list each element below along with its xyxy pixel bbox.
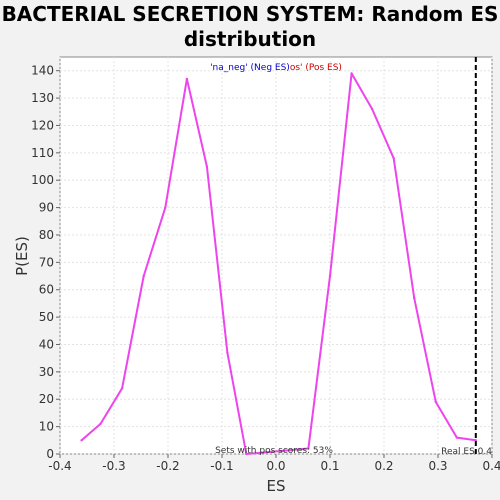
grid [59,57,493,455]
data-point [413,296,416,300]
x-axis-ticks: -0.4 -0.3 -0.2 -0.1 0.0 0.1 0.2 0.3 0.4 [48,454,500,473]
data-point [164,206,167,209]
y-tick-label: 70 [39,255,54,269]
y-tick-label: 30 [39,365,54,379]
data-point [455,436,459,439]
pos-scores-annotation: Sets with pos scores: 53% [215,446,333,456]
data-point [99,422,102,426]
legend: 'na_neg' (Neg ES)os' (Pos ES) [210,63,342,73]
data-point [350,72,353,75]
x-tick-label: 0.4 [482,459,500,473]
chart-title-line-1: BACTERIAL SECRETION SYSTEM: Random ES [1,2,499,26]
y-axis-ticks: 0 10 20 30 40 50 60 70 80 90 100 110 120 130 140 [31,64,60,461]
chart-title-line-2: distribution [183,27,317,51]
series-line [80,72,476,455]
x-tick-label: -0.1 [210,459,233,473]
y-tick-label: 130 [31,91,54,105]
data-point [80,439,83,442]
x-tick-label: 0.1 [320,459,339,473]
y-tick-label: 120 [31,118,54,132]
y-tick-label: 100 [31,173,54,187]
real-es-label: Real ES 0.4 [441,447,492,457]
y-tick-label: 80 [39,228,54,242]
data-point [185,77,189,81]
x-tick-label: -0.3 [102,459,125,473]
x-tick-label: -0.2 [156,459,179,473]
x-tick-label: -0.4 [48,459,71,473]
y-tick-label: 20 [39,392,54,406]
data-point [307,447,310,450]
y-tick-label: 60 [39,283,54,297]
series-group [80,72,477,456]
y-tick-label: 0 [46,447,54,461]
data-point [370,107,374,111]
data-point [245,452,248,456]
y-tick-label: 110 [31,146,54,160]
legend-neg-label: 'na_neg' (Neg ES) [210,63,290,73]
data-point [392,157,395,160]
chart-title: BACTERIAL SECRETION SYSTEM: Random ES di… [0,2,500,52]
x-tick-label: 0.3 [428,459,447,473]
data-point [205,165,209,168]
data-point [434,400,438,404]
data-point [142,274,145,278]
y-tick-label: 10 [39,420,54,434]
data-point [474,439,477,442]
y-tick-label: 90 [39,201,54,215]
y-tick-label: 50 [39,310,54,324]
plot-area [59,56,493,455]
y-tick-label: 40 [39,337,54,351]
legend-pos-label: os' (Pos ES) [290,63,342,73]
data-point [328,274,332,278]
data-point [120,387,124,390]
x-tick-label: 0.2 [374,459,393,473]
x-axis-label: ES [267,477,286,495]
data-point [226,351,229,354]
y-axis-label: P(ES) [13,236,31,276]
x-tick-label: 0.0 [266,459,285,473]
y-tick-label: 140 [31,64,54,78]
